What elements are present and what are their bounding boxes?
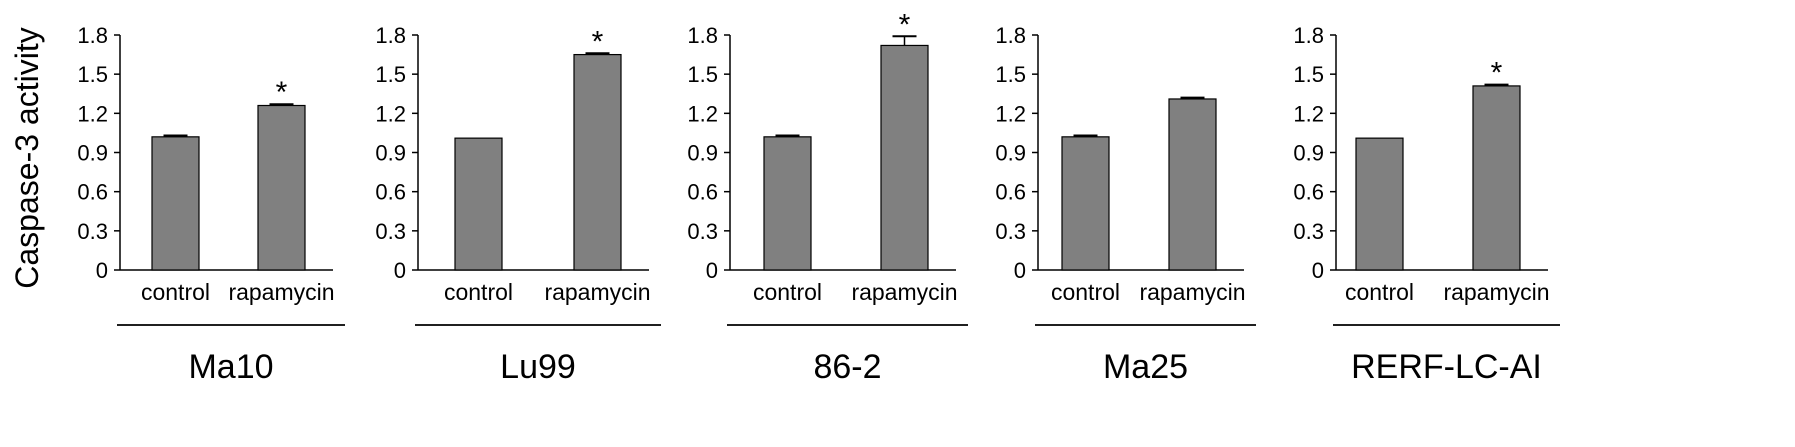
y-tick-label: 1.8 xyxy=(375,23,406,48)
x-category-label: rapamycin xyxy=(544,279,650,305)
y-tick-label: 0.6 xyxy=(995,180,1026,205)
y-tick-label: 0.9 xyxy=(995,141,1026,166)
y-tick-label: 0.9 xyxy=(687,141,718,166)
y-tick-label: 1.8 xyxy=(687,23,718,48)
y-tick-label: 1.2 xyxy=(77,101,108,126)
panel-title: RERF-LC-AI xyxy=(1351,348,1542,386)
x-category-label: control xyxy=(444,279,513,305)
chart-panels: 0 0.3 0.6 0.9 1.2 1.5 1.8 control * rapamycin Ma10… xyxy=(77,8,1560,386)
x-category-label: rapamycin xyxy=(1443,279,1549,305)
x-category-label: control xyxy=(753,279,822,305)
panel-title: 86-2 xyxy=(813,348,881,386)
x-category-label: rapamycin xyxy=(1139,279,1245,305)
significance-mark: * xyxy=(1491,57,1503,90)
x-category-label: control xyxy=(1345,279,1414,305)
y-tick-label: 0.3 xyxy=(77,219,108,244)
significance-mark: * xyxy=(899,8,911,41)
significance-mark: * xyxy=(592,25,604,58)
bar-rapamycin xyxy=(1472,85,1521,271)
y-tick-label: 1.2 xyxy=(995,101,1026,126)
y-axis-label: Caspase-3 activity xyxy=(9,27,45,288)
y-tick-label: 0.6 xyxy=(687,180,718,205)
y-tick-label: 0 xyxy=(96,258,108,283)
x-category-label: control xyxy=(141,279,210,305)
y-tick-label: 0.3 xyxy=(687,219,718,244)
y-tick-label: 1.2 xyxy=(687,101,718,126)
x-category-label: rapamycin xyxy=(228,279,334,305)
panel-title: Lu99 xyxy=(500,348,576,386)
chart-panel-0: 0 0.3 0.6 0.9 1.2 1.5 1.8 control * rapamycin Ma10 xyxy=(77,23,345,386)
y-tick-label: 0 xyxy=(1312,258,1324,283)
significance-mark: * xyxy=(276,76,288,109)
y-tick-label: 0.3 xyxy=(375,219,406,244)
y-tick-label: 1.8 xyxy=(1293,23,1324,48)
chart-panel-4: 0 0.3 0.6 0.9 1.2 1.5 1.8 control * rapamycin RERF… xyxy=(1293,23,1560,386)
y-tick-label: 1.2 xyxy=(375,101,406,126)
y-tick-label: 1.5 xyxy=(687,62,718,87)
x-category-label: control xyxy=(1051,279,1120,305)
y-tick-label: 0.9 xyxy=(1293,141,1324,166)
y-tick-label: 1.8 xyxy=(77,23,108,48)
panel-title: Ma10 xyxy=(188,348,273,386)
y-tick-label: 0.6 xyxy=(1293,180,1324,205)
bar-rapamycin xyxy=(880,44,929,271)
x-category-label: rapamycin xyxy=(851,279,957,305)
bar-rapamycin xyxy=(573,53,622,271)
y-tick-label: 1.5 xyxy=(995,62,1026,87)
y-tick-label: 0.9 xyxy=(77,141,108,166)
bar-control xyxy=(454,137,503,271)
y-tick-label: 0.3 xyxy=(995,219,1026,244)
bar-rapamycin xyxy=(1168,98,1217,271)
y-tick-label: 1.8 xyxy=(995,23,1026,48)
chart-panel-2: 0 0.3 0.6 0.9 1.2 1.5 1.8 control * rapamycin 86-2 xyxy=(687,8,968,386)
bar-rapamycin xyxy=(257,104,306,271)
y-tick-label: 0 xyxy=(1014,258,1026,283)
y-tick-label: 1.5 xyxy=(1293,62,1324,87)
y-tick-label: 0 xyxy=(394,258,406,283)
y-tick-label: 0.6 xyxy=(77,180,108,205)
panel-title: Ma25 xyxy=(1103,348,1188,386)
y-tick-label: 1.5 xyxy=(375,62,406,87)
y-tick-label: 0 xyxy=(706,258,718,283)
y-tick-label: 1.2 xyxy=(1293,101,1324,126)
chart-panel-3: 0 0.3 0.6 0.9 1.2 1.5 1.8 control rapamycin Ma25 xyxy=(995,23,1256,386)
chart-panel-1: 0 0.3 0.6 0.9 1.2 1.5 1.8 control * rapamycin Lu99 xyxy=(375,23,661,386)
bar-control xyxy=(763,136,812,271)
y-tick-label: 0.3 xyxy=(1293,219,1324,244)
y-tick-label: 0.9 xyxy=(375,141,406,166)
bar-control xyxy=(151,136,200,271)
bar-control xyxy=(1061,136,1110,271)
bar-control xyxy=(1355,137,1404,271)
y-tick-label: 1.5 xyxy=(77,62,108,87)
y-tick-label: 0.6 xyxy=(375,180,406,205)
